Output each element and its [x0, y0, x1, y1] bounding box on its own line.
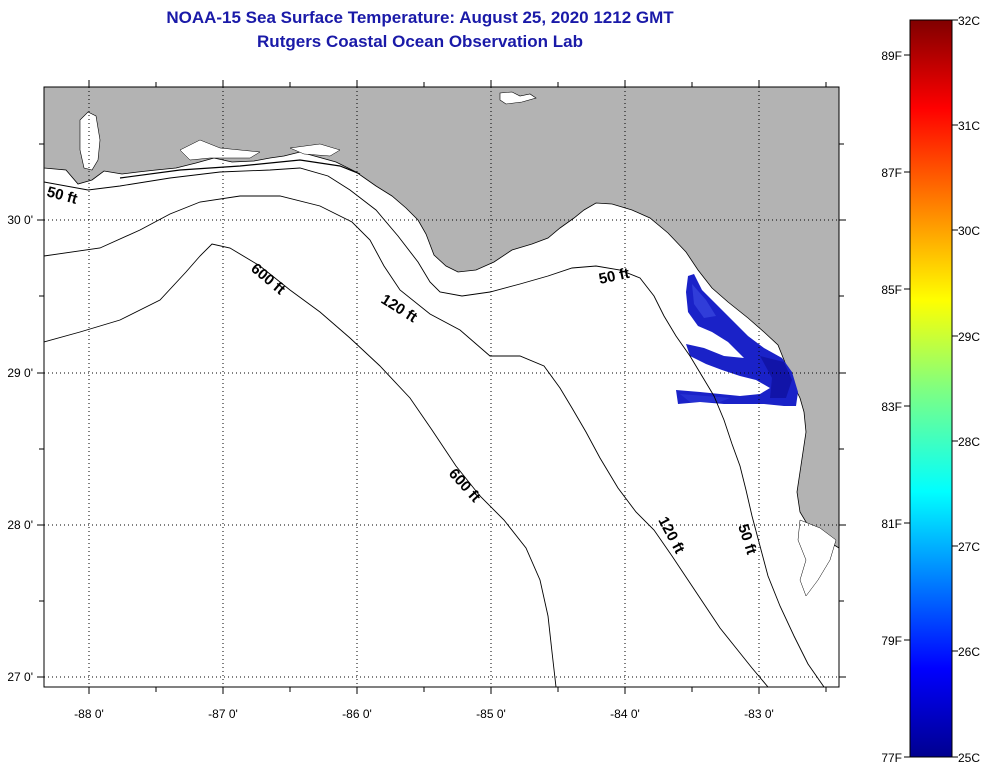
- colorbar: [909, 19, 953, 758]
- colorbar-ticks: [904, 19, 958, 758]
- pensacola-bay: [179, 139, 261, 161]
- lon-label: -84 0': [610, 707, 640, 721]
- contour-50ft: [44, 167, 825, 687]
- colorbar-f-label: 87F: [881, 166, 902, 180]
- tampa-bay: [797, 519, 837, 597]
- lon-label: -86 0': [342, 707, 372, 721]
- lon-label: -88 0': [74, 707, 104, 721]
- colorbar-c-label: 27C: [958, 540, 980, 554]
- graticule: [44, 87, 839, 687]
- colorbar-f-label: 79F: [881, 634, 902, 648]
- colorbar-c-label: 31C: [958, 119, 980, 133]
- colorbar-f-label: 81F: [881, 517, 902, 531]
- lon-label: -83 0': [744, 707, 774, 721]
- map-subtitle: Rutgers Coastal Ocean Observation Lab: [257, 32, 583, 51]
- colorbar-c-label: 25C: [958, 751, 980, 765]
- map-title: NOAA-15 Sea Surface Temperature: August …: [166, 8, 674, 27]
- barrier-islands: [119, 159, 361, 179]
- mobile-bay: [79, 111, 101, 171]
- colorbar-c-label: 30C: [958, 224, 980, 238]
- colorbar-f-label: 77F: [881, 751, 902, 765]
- map-frame: [43, 86, 840, 688]
- land-mass: [44, 87, 839, 549]
- contour-120ft: [44, 195, 769, 687]
- colorbar-c-label: 32C: [958, 14, 980, 28]
- colorbar-c-label: 28C: [958, 435, 980, 449]
- inland-lake: [499, 91, 537, 105]
- lat-label: 30 0': [7, 213, 33, 227]
- colorbar-f-label: 89F: [881, 49, 902, 63]
- colorbar-c-label: 29C: [958, 330, 980, 344]
- map-ticks: [37, 80, 846, 694]
- contour-label-50ft-bigbend: 50 ft: [597, 265, 631, 288]
- sst-data-patch: [676, 274, 798, 406]
- lon-label: -85 0': [476, 707, 506, 721]
- colorbar-f-label: 83F: [881, 400, 902, 414]
- colorbar-f-label: 85F: [881, 283, 902, 297]
- choctawhatchee-bay: [289, 143, 341, 157]
- contour-600ft: [44, 243, 557, 687]
- lon-label: -87 0': [208, 707, 238, 721]
- lat-label: 29 0': [7, 366, 33, 380]
- lat-label: 27 0': [7, 670, 33, 684]
- colorbar-c-label: 26C: [958, 645, 980, 659]
- lat-label: 28 0': [7, 518, 33, 532]
